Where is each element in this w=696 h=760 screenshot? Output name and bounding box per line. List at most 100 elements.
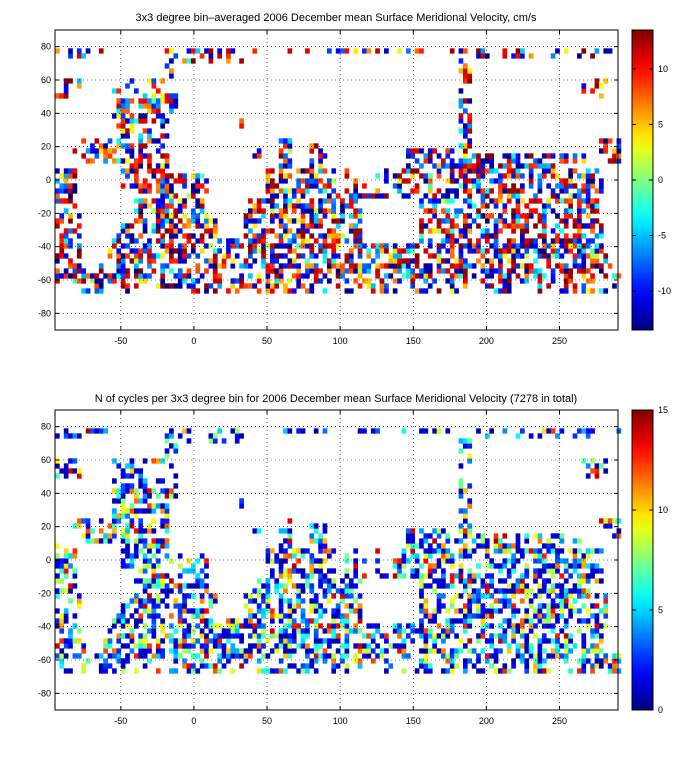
heatmap-cell [59,273,65,279]
heatmap-cell [392,573,398,579]
heatmap-cell [125,288,130,294]
heatmap-cell [283,143,288,149]
heatmap-cell [322,528,328,534]
heatmap-cell [449,163,455,169]
heatmap-cell [449,623,455,629]
heatmap-cell [234,428,240,434]
heatmap-cell [427,583,433,589]
heatmap-cell [313,213,319,219]
heatmap-cell [480,158,486,164]
heatmap-cell [357,218,363,224]
heatmap-cell [471,218,477,224]
heatmap-cell [603,623,609,629]
heatmap-cell [103,643,108,649]
heatmap-cell [283,158,288,164]
heatmap-cell [476,223,481,229]
heatmap-cell [322,593,328,599]
heatmap-cell [112,243,117,249]
heatmap-cell [590,198,595,204]
heatmap-cell [265,558,271,564]
heatmap-cell [76,468,82,474]
heatmap-cell [248,228,253,234]
heatmap-cell [454,188,459,194]
heatmap-cell [524,533,530,539]
heatmap-cell [230,618,236,624]
heatmap-cell [502,668,508,674]
y-tick-label: 20 [41,142,51,152]
heatmap-cell [326,263,332,269]
heatmap-cell [226,658,231,664]
heatmap-cell [541,238,547,244]
heatmap-cell [419,428,424,434]
heatmap-cell [528,168,534,174]
heatmap-cell [160,183,165,189]
heatmap-cell [305,48,310,54]
heatmap-cell [120,643,126,649]
heatmap-cell [533,558,538,564]
x-tick-label: 250 [552,716,567,726]
heatmap-cell [133,513,139,519]
heatmap-cell [340,268,345,274]
heatmap-cell [291,648,297,654]
heatmap-cell [177,278,183,284]
heatmap-cell [445,153,451,159]
heatmap-cell [278,263,284,269]
heatmap-cell [142,118,148,124]
heatmap-cell [155,113,161,119]
heatmap-cell [577,548,582,554]
heatmap-cell [419,608,424,614]
heatmap-cell [581,253,587,259]
heatmap-cell [300,178,306,184]
heatmap-cell [511,543,516,549]
heatmap-cell [375,628,380,634]
heatmap-cell [511,188,516,194]
heatmap-cell [577,218,582,224]
heatmap-cell [243,623,249,629]
heatmap-cell [129,148,135,154]
heatmap-cells [55,428,622,674]
heatmap-cell [169,433,174,439]
heatmap-cell [318,168,323,174]
heatmap-cell [449,218,455,224]
heatmap-cell [309,533,315,539]
heatmap-cell [506,163,512,169]
heatmap-cell [68,458,73,464]
heatmap-cell [305,178,310,184]
heatmap-cell [445,558,451,564]
heatmap-cell [384,168,389,174]
heatmap-cell [300,213,306,219]
heatmap-cell [151,458,157,464]
heatmap-cell [449,198,455,204]
heatmap-cell [142,648,148,654]
heatmap-cell [191,288,196,294]
heatmap-cell [287,48,293,54]
heatmap-cell [541,168,547,174]
heatmap-cell [173,213,179,219]
heatmap-cell [484,543,490,549]
heatmap-cell [212,638,218,644]
heatmap-cell [612,158,617,164]
heatmap-cell [248,248,253,254]
heatmap-cell [598,83,604,89]
heatmap-cell [90,428,95,434]
heatmap-cell [274,213,280,219]
heatmap-cell [116,108,122,114]
heatmap-cell [344,238,350,244]
heatmap-cell [322,428,328,434]
heatmap-cell [278,178,284,184]
heatmap-cell [313,218,319,224]
heatmap-cell [419,623,424,629]
heatmap-cell [528,213,534,219]
heatmap-cell [563,213,569,219]
heatmap-cell [559,588,565,594]
heatmap-cell [129,628,135,634]
heatmap-cell [348,193,354,199]
heatmap-cell [353,223,359,229]
heatmap-cell [274,243,280,249]
heatmap-cell [590,263,595,269]
heatmap-cell [498,198,503,204]
heatmap-cell [283,553,288,559]
heatmap-cell [533,608,538,614]
heatmap-cell [160,143,165,149]
heatmap-cell [186,58,192,64]
